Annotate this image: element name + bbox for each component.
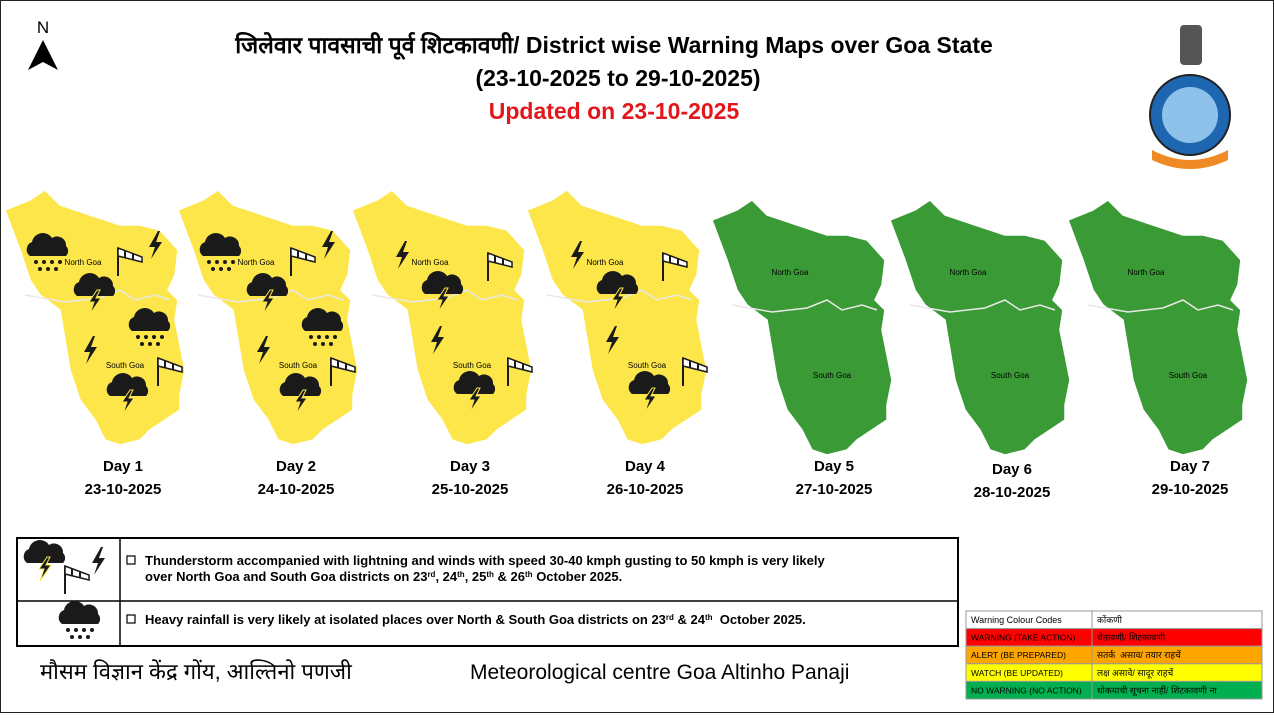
district-label: South Goa (453, 361, 492, 370)
district-label: South Goa (813, 371, 852, 380)
legend-text-part: th (486, 570, 494, 579)
bullet (126, 555, 136, 565)
district-label: North Goa (412, 258, 449, 267)
district-map: North Goa South Goa (526, 189, 708, 446)
district-map: North Goa South Goa (711, 199, 893, 456)
updated: Updated on 23-10-2025 (489, 98, 740, 124)
legend-text: over North Goa and South Goa districts o… (145, 569, 622, 584)
north-label: N (37, 18, 49, 37)
district-map: North Goa South Goa (4, 189, 186, 446)
code-label: WARNING (TAKE ACTION) (971, 633, 1076, 643)
date-label: 25-10-2025 (432, 481, 509, 498)
district-label: North Goa (772, 268, 809, 277)
district-map: North Goa South Goa (351, 189, 533, 446)
legend-text-part: rd (427, 570, 435, 579)
legend-text-part: , 24 (435, 569, 457, 584)
district-map: North Goa South Goa (889, 199, 1071, 456)
code-konkani: चेतावणी/ शिटकावणी (1097, 632, 1166, 643)
code-konkani: सतर्क असाव/ तयार राहचें (1097, 649, 1181, 660)
district-label: North Goa (587, 258, 624, 267)
day-label: Day 4 (625, 458, 666, 475)
district-boundary (546, 289, 693, 303)
legend-text: Heavy rainfall is very likely at isolate… (145, 612, 806, 627)
district-boundary (24, 289, 171, 303)
legend-text-part: & 24 (674, 612, 706, 627)
date-label: 29-10-2025 (1152, 481, 1229, 498)
legend-text-part: over North Goa and South Goa districts o… (145, 569, 427, 584)
code-label: WATCH (BE UPDATED) (971, 668, 1063, 678)
district-map: North Goa South Goa (1067, 199, 1249, 456)
legend-text-part: , 25 (465, 569, 487, 584)
legend-text-part: October 2025. (713, 612, 806, 627)
day-label: Day 3 (450, 458, 490, 475)
legend-text-part: th (705, 613, 713, 622)
legend-text-part: th (457, 570, 465, 579)
legend-text-part: rd (666, 613, 674, 622)
district-label: South Goa (628, 361, 667, 370)
district-label: South Goa (279, 361, 318, 370)
code-label: NO WARNING (NO ACTION) (971, 685, 1082, 695)
north-arrow (28, 40, 58, 70)
district-label: South Goa (106, 361, 145, 370)
date-label: 23-10-2025 (85, 481, 162, 498)
legend-text-part: Thunderstorm accompanied with lightning … (145, 553, 826, 568)
district-boundary (731, 299, 878, 313)
date-label: 28-10-2025 (974, 484, 1051, 501)
code-header: कोंकणी (1097, 614, 1123, 625)
day-label: Day 2 (276, 458, 316, 475)
day-label: Day 7 (1170, 458, 1210, 475)
date-label: 24-10-2025 (258, 481, 335, 498)
emblem (1149, 25, 1231, 169)
date-label: 27-10-2025 (796, 481, 873, 498)
title: जिलेवार पावसाची पूर्व शिटकावणी/ District… (234, 31, 993, 60)
district-label: North Goa (950, 268, 987, 277)
bullet (126, 614, 136, 624)
district-label: South Goa (1169, 371, 1208, 380)
legend-text-part: & 26 (494, 569, 525, 584)
district-map: North Goa South Goa (177, 189, 359, 446)
district-boundary (1087, 299, 1234, 313)
district-label: South Goa (991, 371, 1030, 380)
legend-text: Thunderstorm accompanied with lightning … (145, 553, 826, 568)
footer-hindi: मौसम विज्ञान केंद्र गोंय, आल्तिनो पणजी (40, 659, 352, 684)
day-label: Day 6 (992, 461, 1032, 478)
code-label: ALERT (BE PREPARED) (971, 650, 1066, 660)
code-header: Warning Colour Codes (971, 615, 1062, 625)
code-swatch (965, 680, 1263, 700)
district-label: North Goa (65, 258, 102, 267)
legend-text-part: Heavy rainfall is very likely at isolate… (145, 612, 666, 627)
date-label: 26-10-2025 (607, 481, 684, 498)
legend-text-part: October 2025. (533, 569, 623, 584)
district-boundary (909, 299, 1056, 313)
code-konkani: लक्ष असावे/ सादूर राहचें (1097, 667, 1174, 679)
footer-english: Meteorological centre Goa Altinho Panaji (470, 661, 849, 684)
legend-text-part: th (525, 570, 533, 579)
district-boundary (197, 289, 344, 303)
day-label: Day 5 (814, 458, 854, 475)
district-boundary (371, 289, 518, 303)
code-konkani: धोकयाची सूचना नाहीं/ शिटकावणी ना (1097, 684, 1218, 696)
date-range: (23-10-2025 to 29-10-2025) (475, 65, 760, 91)
district-label: North Goa (1128, 268, 1165, 277)
district-label: North Goa (238, 258, 275, 267)
legend-box (16, 537, 959, 647)
day-label: Day 1 (103, 458, 143, 475)
